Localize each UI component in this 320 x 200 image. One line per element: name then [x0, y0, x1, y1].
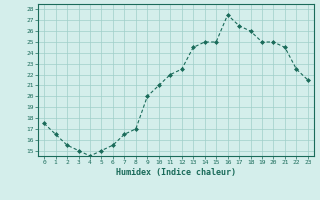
- X-axis label: Humidex (Indice chaleur): Humidex (Indice chaleur): [116, 168, 236, 177]
